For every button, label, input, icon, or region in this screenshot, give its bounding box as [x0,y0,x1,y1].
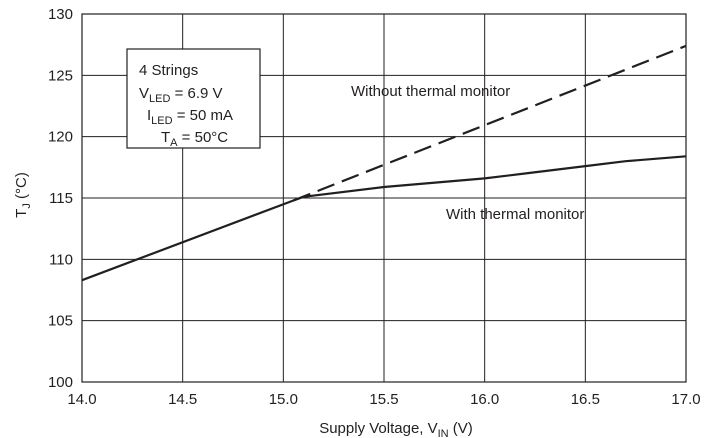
x-tick-label: 16.5 [571,391,600,408]
plot-frame [81,13,687,383]
x-tick-label: 16.0 [470,391,499,408]
y-tick-label: 105 [48,313,73,330]
x-tick-label: 17.0 [671,391,700,408]
conditions-line-4: TA = 50°C [161,129,228,149]
y-tick-label: 130 [48,6,73,23]
conditions-line-3: ILED = 50 mA [147,107,233,127]
series-line-with-thermal-monitor [81,155,687,282]
tick-labels: 14.0 14.5 15.0 15.5 16.0 16.5 17.0 100 105 110 115… [48,6,701,408]
x-tick-label: 15.0 [269,391,298,408]
x-tick-label: 15.5 [369,391,398,408]
conditions-box [126,48,261,149]
annotation-with-thermal-monitor: With thermal monitor [446,206,584,223]
x-axis-title: Supply Voltage, VIN (V) [319,420,473,438]
y-tick-label: 110 [49,251,73,268]
annotation-without-thermal-monitor: Without thermal monitor [351,83,510,100]
y-axis-title: TJ (°C) [13,172,33,218]
y-tick-label: 100 [48,374,73,391]
series-line-without-thermal-monitor [292,44,687,202]
y-tick-label: 120 [48,129,73,146]
x-tick-label: 14.0 [67,391,96,408]
y-tick-label: 125 [48,67,73,84]
conditions-line-2: VLED = 6.9 V [139,85,223,105]
y-tick-label: 115 [49,190,73,207]
x-tick-label: 14.5 [168,391,197,408]
conditions-line-1: 4 Strings [139,62,198,79]
series-lines [81,44,687,282]
